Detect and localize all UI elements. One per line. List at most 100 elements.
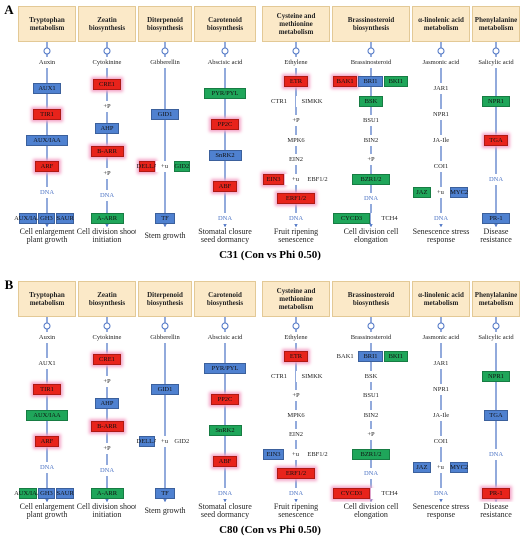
gene-box: TGA <box>483 409 509 421</box>
pathway-label: DNA <box>212 487 238 499</box>
pathway-label: DNA <box>358 468 384 479</box>
ligand-circle <box>367 322 375 330</box>
gene-box: ARF <box>34 160 60 172</box>
gene-box: JAZ <box>413 186 431 198</box>
ligand-circle <box>161 47 169 55</box>
pathway-label: +u <box>156 435 173 447</box>
column-header: Phenylalanine metabolism <box>472 281 520 317</box>
gene-box: TF <box>154 487 176 499</box>
gene-box: ETR <box>283 351 309 362</box>
pathway-label: DNA <box>428 212 454 224</box>
gene-box: CYCD3 <box>333 487 370 499</box>
pathway-outcome: Senescence stress response <box>410 227 472 245</box>
gene-box: GH3 <box>37 487 56 499</box>
pathway-label: Cytokinine <box>82 56 132 68</box>
pathway-outcome: Disease resistance <box>470 227 522 245</box>
pathway-label: JA-Ile <box>422 409 460 421</box>
ligand-circle <box>492 322 500 330</box>
pathway-outcome: Stem growth <box>136 227 194 245</box>
gene-box: PYR/PYL <box>204 362 246 374</box>
pathway-outcome: Cell division cell elongation <box>330 227 412 245</box>
gene-box: SnRK2 <box>208 425 242 437</box>
column-header: Carotenoid biosynthesis <box>194 281 256 317</box>
pathway-label: BAK1 <box>333 351 358 362</box>
pathway-label: DNA <box>94 190 120 202</box>
pathway-label: EBF1/2 <box>307 448 328 460</box>
pathway-label: +P <box>96 442 118 454</box>
ligand-circle <box>43 322 51 330</box>
pathway-label: CTR1 <box>263 95 295 107</box>
pathway-label: +P <box>96 167 118 179</box>
ligand-circle <box>43 47 51 55</box>
gene-box: TIR1 <box>32 383 62 395</box>
pathway-label: GID2 <box>173 435 190 447</box>
ligand-circle <box>437 322 445 330</box>
pathway-outcome: Cell division cell elongation <box>330 502 412 520</box>
ligand-circle <box>103 47 111 55</box>
panel-label: A <box>4 2 14 17</box>
pathway-outcome: Stomatal closure seed dormancy <box>192 502 258 520</box>
pathway-label: DNA <box>358 193 384 204</box>
gene-box: GH3 <box>37 212 56 224</box>
gene-box: EIN3 <box>263 448 284 460</box>
panel-title: C31 (Con vs Phi 0.50) <box>219 249 321 261</box>
gene-box: AUX/IAA <box>26 409 68 421</box>
ligand-circle <box>221 322 229 330</box>
pathway-label: Ethylene <box>273 56 319 68</box>
pathway-label: DNA <box>283 487 309 499</box>
ligand-circle <box>292 47 300 55</box>
gene-box: NPR1 <box>481 370 511 382</box>
gene-box: CYCD3 <box>333 212 370 224</box>
column-header: Cysteine and methionine metabolism <box>262 6 330 42</box>
pathway-label: DNA <box>283 212 309 224</box>
pathway-label: Brassinosteroid <box>336 56 406 68</box>
pathway-label: MPK6 <box>281 409 311 421</box>
pathway-label: +u <box>431 461 450 473</box>
ligand-circle <box>161 322 169 330</box>
column-header: Diterpenoid biosynthesis <box>138 6 192 42</box>
gene-box: GID2 <box>173 160 190 172</box>
pathway-label: Salicylic acid <box>476 331 516 343</box>
gene-box: B-ARR <box>90 420 124 432</box>
pathway-label: BIN2 <box>356 134 386 146</box>
pathway-label: +P <box>360 154 382 165</box>
pathway-label: Jasmonic acid <box>416 331 466 343</box>
column-header: Carotenoid biosynthesis <box>194 6 256 42</box>
pathway-label: CTR1 <box>263 370 295 382</box>
gene-box: BKI1 <box>383 351 408 362</box>
column-header: Cysteine and methionine metabolism <box>262 281 330 317</box>
pathway-label: JAR1 <box>426 82 456 94</box>
pathway-outcome: Senescence stress response <box>410 502 472 520</box>
column-header: Phenylalanine metabolism <box>472 6 520 42</box>
panel-label: B <box>4 277 14 292</box>
ligand-circle <box>367 47 375 55</box>
gene-box: PP2C <box>210 118 240 130</box>
pathway-outcome: Fruit ripening senescence <box>260 502 332 520</box>
pathway-label: Abscisic acid <box>198 56 252 68</box>
pathway-label: EIN2 <box>281 429 311 440</box>
gene-box: BAK1 <box>333 76 358 87</box>
panel-title: C80 (Con vs Phi 0.50) <box>219 524 321 536</box>
pathway-outcome: Stomatal closure seed dormancy <box>192 227 258 245</box>
pathway-label: DNA <box>428 487 454 499</box>
pathway-label: Abscisic acid <box>198 331 252 343</box>
gene-box: ABF <box>212 181 238 193</box>
gene-box: MYC2 <box>450 461 469 473</box>
pathway-label: DNA <box>483 173 509 185</box>
gene-box: B-ARR <box>90 145 124 157</box>
pathway-label: NPR1 <box>426 383 456 395</box>
pathway-label: EBF1/2 <box>307 173 328 185</box>
ligand-circle <box>292 322 300 330</box>
pathway-label: EIN2 <box>281 154 311 165</box>
pathway-label: Ethylene <box>273 331 319 343</box>
ligand-circle <box>492 47 500 55</box>
pathway-outcome: Disease resistance <box>470 502 522 520</box>
gene-box: AHP <box>94 398 120 410</box>
gene-box: CRE1 <box>92 78 122 90</box>
pathway-outcome: Cell enlargement plant growth <box>16 502 78 520</box>
pathway-label: NPR1 <box>426 108 456 120</box>
pathway-label: +P <box>285 390 307 401</box>
gene-box: SAUR <box>56 212 74 224</box>
column-header: Zeatin biosynthesis <box>78 6 136 42</box>
